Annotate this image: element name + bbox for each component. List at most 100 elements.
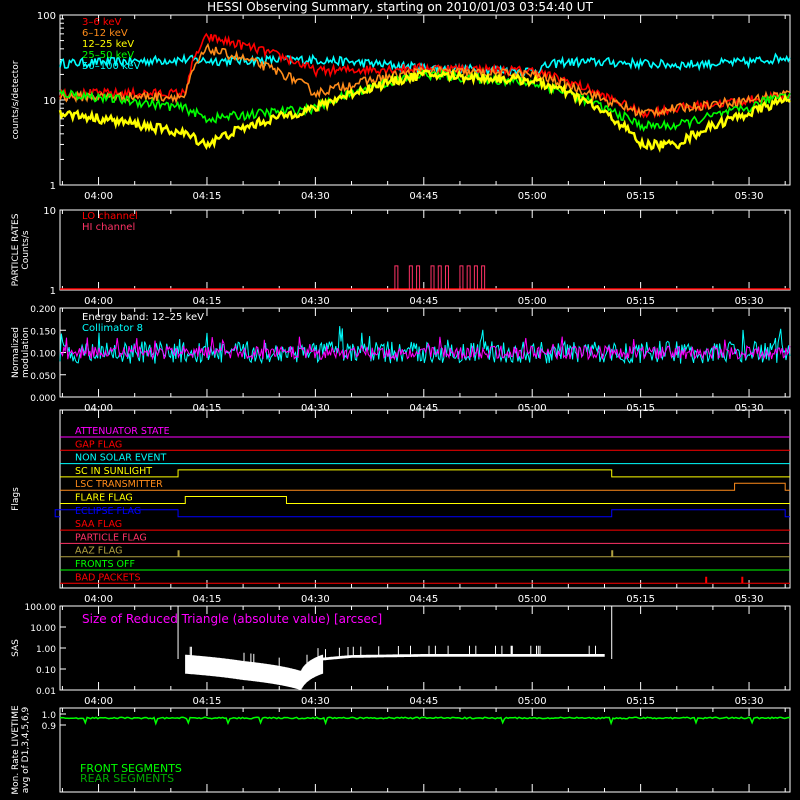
x-tick-label: 05:00 [518,403,547,414]
y-axis-label: avg of D1,3,4,5,6,9 [21,706,31,793]
y-axis-label: modulation [21,327,31,378]
y-axis-label: Flags [11,487,21,511]
hi-channel-spike [459,265,464,290]
y-tick-label: 0.100 [30,350,56,360]
series-line-4 [59,52,791,77]
y-axis-label: SAS [11,639,21,657]
x-tick-label: 04:15 [193,594,222,605]
series-line-1 [59,42,791,119]
x-tick-label: 04:45 [409,696,438,707]
series-line-2 [58,67,791,153]
x-tick-label: 05:00 [518,296,547,307]
y-axis-label: Counts/s [21,230,31,269]
flag-label: SC IN SUNLIGHT [75,466,152,477]
x-tick-label: 05:15 [626,403,655,414]
hi-channel-spike [444,265,449,290]
x-tick-label: 05:30 [735,594,764,605]
flag-label: GAP FLAG [75,439,122,450]
y-tick-label: 0.9 [42,722,57,732]
x-tick-label: 05:15 [626,191,655,202]
x-tick-label: 05:30 [735,696,764,707]
y-tick-label: 1.00 [36,645,56,655]
flag-label: SAA FLAG [75,519,122,530]
y-tick-label: 1 [50,286,56,297]
y-tick-label: 100.00 [25,603,57,613]
flag-line [60,469,790,478]
y-axis-label: Mon. Rate LIVETIME [11,705,21,795]
y-tick-label: 0.150 [30,327,56,337]
y-tick-label: 10.00 [30,624,56,634]
x-tick-label: 05:15 [626,696,655,707]
flag-line [60,496,790,504]
x-tick-label: 04:45 [409,594,438,605]
flag-line [60,550,790,558]
modulation-series-1 [59,336,791,361]
x-tick-label: 04:15 [193,191,222,202]
flag-label: LSC TRANSMITTER [75,479,163,490]
y-tick-label: 0.01 [36,687,56,697]
y-tick-label: 0.050 [30,372,56,382]
flag-label: BAD PACKETS [75,572,141,583]
flags-frame [59,409,791,589]
x-tick-label: 05:00 [518,191,547,202]
x-tick-label: 04:45 [409,191,438,202]
livetime-series [59,716,791,726]
x-tick-label: 04:00 [84,191,113,202]
legend-entry: 25–50 keV [82,50,134,61]
y-tick-label: 10 [43,206,56,217]
y-tick-label: 100 [37,11,56,22]
count-rates-frame [59,14,791,186]
x-tick-label: 04:30 [301,594,330,605]
y-axis-label: Normalized [11,327,21,378]
flag-label: NON SOLAR EVENT [75,453,166,464]
legend-entry: 12–25 keV [82,39,134,50]
x-tick-label: 05:30 [735,296,764,307]
y-tick-label: 1.0 [42,711,57,721]
x-tick-label: 04:30 [301,191,330,202]
hi-channel-spike [466,265,471,290]
y-tick-label: 1 [50,181,56,192]
hi-channel-spike [408,265,413,290]
flag-label: AAZ FLAG [75,546,122,557]
flag-label: FRONTS OFF [75,559,135,570]
x-tick-label: 05:15 [626,296,655,307]
x-tick-label: 04:15 [193,296,222,307]
x-tick-label: 04:30 [301,696,330,707]
flag-label: PARTICLE FLAG [75,532,147,543]
legend-entry: REAR SEGMENTS [80,772,174,785]
x-tick-label: 05:00 [518,696,547,707]
x-tick-label: 04:30 [301,296,330,307]
y-axis-label: PARTICLE RATES [11,213,21,286]
x-tick-label: 05:15 [626,594,655,605]
legend-entry: Collimator 8 [82,323,143,334]
x-tick-label: 04:15 [193,403,222,414]
x-tick-label: 04:15 [193,696,222,707]
page-title: HESSI Observing Summary, starting on 201… [207,0,593,14]
x-tick-label: 04:45 [409,296,438,307]
y-tick-label: 0.200 [30,305,56,315]
legend-entry: 3–6 keV [82,17,121,28]
x-tick-label: 04:00 [84,594,113,605]
flag-line [54,509,790,518]
x-tick-label: 05:30 [735,403,764,414]
legend-entry: FRONT SEGMENTS [80,762,182,775]
legend-entry: HI channel [82,222,135,233]
flag-label: ECLIPSE FLAG [75,506,141,517]
series-line-3 [59,68,791,133]
legend-entry: 50–100 keV [82,61,141,72]
legend-entry: 6–12 keV [82,28,128,39]
x-tick-label: 04:00 [84,696,113,707]
y-tick-label: 0.000 [30,394,56,404]
y-axis-label: counts/s/detector [11,60,21,139]
hi-channel-spike [416,265,421,290]
flag-line [60,576,790,584]
flag-line [60,482,790,491]
y-tick-label: 0.10 [36,666,56,676]
hi-channel-spike [394,265,399,290]
y-tick-label: 10 [43,96,56,107]
flag-label: FLARE FLAG [75,493,133,504]
x-tick-label: 04:00 [84,296,113,307]
particle-rates-frame [59,209,791,291]
livetime-frame [59,707,791,793]
modulation-series-0 [59,326,791,365]
